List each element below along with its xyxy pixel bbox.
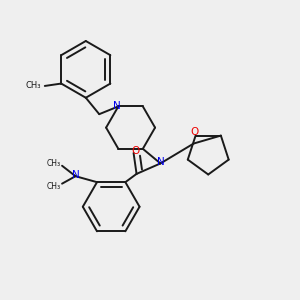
Text: CH₃: CH₃: [26, 81, 41, 90]
Text: N: N: [157, 157, 164, 167]
Text: O: O: [190, 127, 198, 137]
Text: CH₃: CH₃: [46, 182, 61, 190]
Text: O: O: [131, 146, 139, 156]
Text: N: N: [72, 170, 80, 180]
Text: N: N: [113, 101, 121, 111]
Text: CH₃: CH₃: [46, 159, 61, 168]
